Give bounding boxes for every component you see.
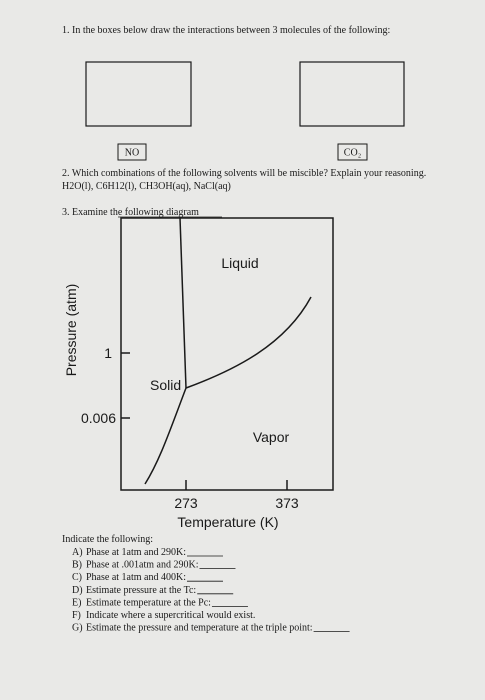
y-tick-label: 0.006 (81, 410, 116, 426)
region-label: Vapor (253, 429, 290, 445)
x-axis-label: Temperature (K) (177, 514, 278, 530)
item-letter: D) (72, 585, 83, 596)
item-text: Phase at .001atm and 290K: (86, 560, 198, 571)
drawing-box (85, 61, 192, 127)
item-letter: F) (72, 610, 81, 621)
question-3: 3. Examine the following diagram (62, 207, 199, 218)
item-text: Estimate pressure at the Tc: (86, 585, 196, 596)
solid-liquid-line (179, 217, 187, 389)
item-letter: G) (72, 623, 83, 634)
y-axis-label: Pressure (atm) (63, 284, 79, 377)
y-tick-label: 1 (104, 345, 112, 361)
solvents: H2O(l), C6H12(l), CH3OH(aq), NaCl(aq) (62, 181, 231, 192)
item-letter: E) (72, 597, 81, 608)
liquid-vapor-line (185, 296, 312, 389)
solid-vapor-line (144, 387, 187, 485)
x-tick-label: 273 (174, 495, 198, 511)
x-tick-label: 373 (275, 495, 299, 511)
question-2: 2. Which combinations of the following s… (62, 168, 426, 179)
item-text: Phase at 1atm and 290K: (86, 547, 186, 558)
item-text: Estimate temperature at the Pc: (86, 597, 211, 608)
drawing-box (299, 61, 405, 127)
phase-diagram: Liquid Solid Vapor 1 0.006 273 373 Tempe… (63, 217, 334, 530)
question-items: A) Phase at 1atm and 290K: B) Phase at .001… (72, 547, 350, 634)
item-letter: C) (72, 572, 82, 583)
region-label: Liquid (221, 255, 258, 271)
region-label: Solid (150, 377, 181, 393)
item-text: Indicate where a supercritical would exi… (86, 610, 255, 621)
item-letter: A) (72, 547, 83, 558)
item-text: Estimate the pressure and temperature at… (86, 623, 313, 634)
molecule-label: NO (125, 148, 139, 159)
item-text: Phase at 1atm and 400K: (86, 572, 186, 583)
molecule-label: CO₂ (344, 148, 361, 159)
instruction: Indicate the following: (62, 534, 153, 545)
question-1: 1. In the boxes below draw the interacti… (62, 25, 390, 36)
item-letter: B) (72, 560, 82, 571)
diagram-frame (120, 217, 334, 491)
label-box (337, 143, 368, 161)
label-box (117, 143, 147, 161)
